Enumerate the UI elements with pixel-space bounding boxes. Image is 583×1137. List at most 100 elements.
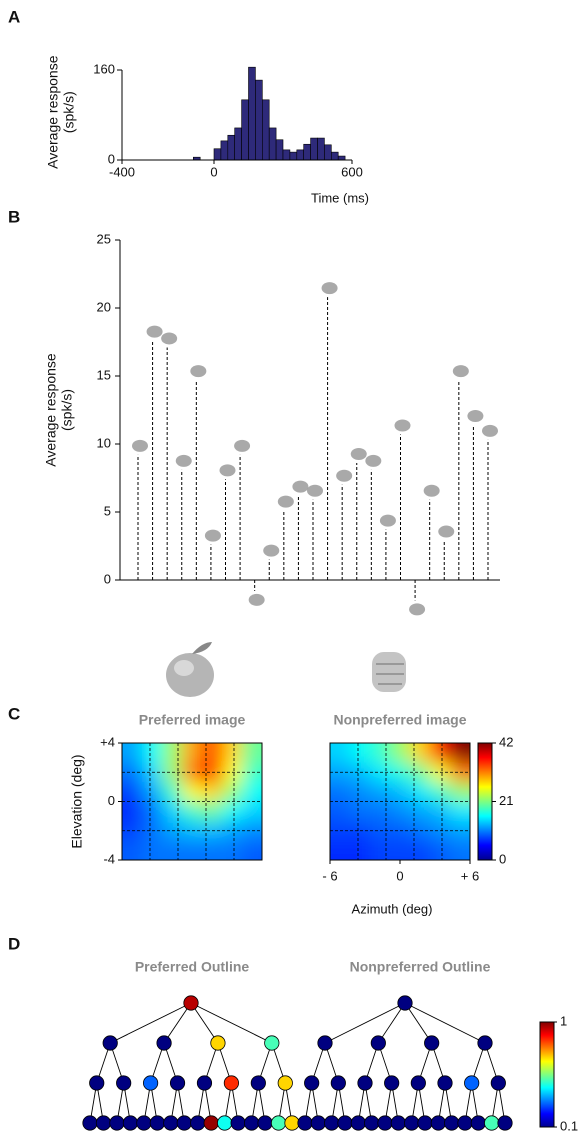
tree-node <box>330 1075 346 1091</box>
colorbar-tick-label: 0 <box>499 851 506 866</box>
y-tick-label: +4 <box>100 734 115 749</box>
heat-cell <box>222 801 243 822</box>
heat-cell <box>410 743 431 764</box>
heat-cell <box>450 821 470 842</box>
tree-edge <box>404 1002 486 1044</box>
tree-node <box>437 1075 453 1091</box>
tree-node <box>190 1115 206 1131</box>
heatmap-cells <box>122 743 262 860</box>
tree-node <box>364 1115 380 1131</box>
heat-cell <box>350 821 371 842</box>
panel-title: Nonpreferred Outline <box>350 959 491 975</box>
object-picture <box>336 469 353 482</box>
heat-cell <box>202 743 223 764</box>
hand-picture <box>372 652 406 692</box>
bar <box>227 134 236 161</box>
tree-edge <box>110 1002 192 1044</box>
heat-cell <box>330 782 351 803</box>
x-tick-label: 0 <box>396 868 403 883</box>
heat-cell <box>350 762 371 783</box>
heat-cell <box>222 743 243 764</box>
tree-node <box>310 1115 326 1131</box>
tree-node <box>470 1115 486 1131</box>
y-axis-label: (spk/s) <box>59 389 75 431</box>
colorbar <box>477 742 493 861</box>
y-axis-label: (spk/s) <box>61 91 77 133</box>
bar <box>268 127 277 161</box>
heat-cell <box>162 840 183 860</box>
object-picture <box>292 480 309 493</box>
heat-cell <box>450 801 470 822</box>
bar <box>317 137 325 161</box>
bar <box>282 149 291 161</box>
tree-node <box>490 1075 506 1091</box>
heatmap <box>330 743 470 860</box>
tree-node <box>317 1035 333 1051</box>
heat-cell <box>430 743 451 764</box>
heat-cell <box>122 782 143 803</box>
heatmap <box>122 743 262 860</box>
tree-node <box>82 1115 98 1131</box>
heat-cell <box>182 782 203 803</box>
bar <box>255 79 263 161</box>
heat-cell <box>410 821 431 842</box>
panel-letter: D <box>8 934 20 953</box>
bar <box>337 155 346 161</box>
heat-cell <box>122 762 143 783</box>
tree-node <box>404 1115 420 1131</box>
heat-cell <box>350 840 371 860</box>
object-picture <box>248 593 265 606</box>
heat-cell <box>122 743 143 764</box>
heat-cell <box>182 743 203 764</box>
y-tick-label: 25 <box>97 231 111 246</box>
object-picture <box>379 514 396 527</box>
heat-cell <box>450 782 470 803</box>
heat-cell <box>430 782 451 803</box>
heat-cell <box>410 782 431 803</box>
tree-node <box>497 1115 513 1131</box>
heat-cell <box>202 821 223 842</box>
heat-cell <box>142 840 163 860</box>
y-tick-label: 5 <box>104 503 111 518</box>
panel-letter: C <box>8 704 20 723</box>
object-picture <box>234 439 251 452</box>
heat-cell <box>330 840 351 860</box>
tree-node <box>116 1075 132 1091</box>
heat-cell <box>202 840 223 860</box>
x-axis-label: Azimuth (deg) <box>352 901 433 916</box>
heat-cell <box>182 840 203 860</box>
heat-cell <box>330 743 351 764</box>
tree-node <box>424 1035 440 1051</box>
heat-cell <box>450 743 470 764</box>
bar <box>310 137 318 161</box>
heat-cell <box>242 743 262 764</box>
tree-node <box>457 1115 473 1131</box>
object-picture <box>277 495 294 508</box>
x-tick-label: - 6 <box>322 868 337 883</box>
heat-cell <box>182 801 203 822</box>
tree-node <box>156 1035 172 1051</box>
object-picture <box>467 409 484 422</box>
heat-cell <box>390 821 411 842</box>
x-tick-label: 600 <box>341 164 363 179</box>
tree-node <box>297 1115 313 1131</box>
heat-cell <box>350 801 371 822</box>
object-picture <box>190 365 207 378</box>
x-tick-label: + 6 <box>461 868 479 883</box>
bar <box>303 143 311 161</box>
bar <box>213 148 222 161</box>
tree-node <box>223 1075 239 1091</box>
tree-node <box>109 1115 125 1131</box>
y-axis-label: Average response <box>43 353 59 467</box>
heat-cell <box>410 840 431 860</box>
object-picture <box>365 454 382 467</box>
bar <box>234 127 242 161</box>
heat-cell <box>330 801 351 822</box>
panel-letter: B <box>8 207 20 226</box>
heat-cell <box>242 801 262 822</box>
tree-node <box>284 1115 300 1131</box>
colorbar-tick-label: 42 <box>499 734 513 749</box>
tree-node <box>196 1075 213 1091</box>
colorbar <box>539 1021 555 1128</box>
